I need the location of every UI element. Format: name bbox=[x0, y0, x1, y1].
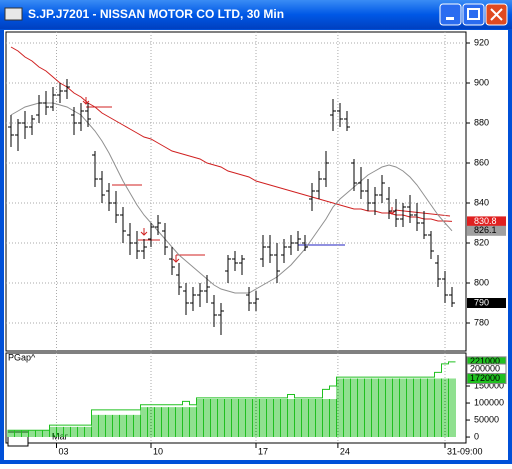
window-title: S.JP.J7201 - NISSAN MOTOR CO LTD, 30 Min bbox=[28, 7, 284, 21]
y-tick-label: 150000 bbox=[474, 380, 504, 390]
price-marker bbox=[467, 216, 506, 227]
price-marker bbox=[467, 298, 506, 308]
y-tick-label: 820 bbox=[474, 237, 489, 247]
x-tick-label: 17 bbox=[258, 446, 268, 456]
indicator-line bbox=[7, 361, 456, 431]
y-tick-label: 840 bbox=[474, 197, 489, 207]
y-tick-label: 900 bbox=[474, 77, 489, 87]
scroll-box[interactable] bbox=[7, 431, 29, 447]
y-tick-label: 100000 bbox=[474, 397, 504, 407]
y-tick-label: 800 bbox=[474, 277, 489, 287]
price-panel bbox=[5, 31, 467, 352]
y-tick-label: 50000 bbox=[474, 414, 499, 424]
price-marker-label: 790 bbox=[474, 297, 489, 307]
minimize-button[interactable] bbox=[439, 3, 462, 26]
close-icon bbox=[490, 8, 503, 21]
indicator-panel bbox=[5, 352, 467, 444]
maximize-button[interactable] bbox=[462, 3, 485, 26]
y-tick-label: 780 bbox=[474, 317, 489, 327]
y-tick-label: 0 bbox=[474, 431, 479, 441]
month-label: Mar bbox=[52, 431, 68, 441]
indicator-marker-label: 221000 bbox=[470, 356, 500, 366]
indicator-marker-label: 172000 bbox=[470, 373, 500, 383]
price-marker-label: 826.1 bbox=[474, 225, 497, 235]
indicator-marker bbox=[466, 373, 507, 385]
ma-short bbox=[10, 102, 453, 294]
window-icon bbox=[4, 7, 23, 21]
indicator-title: PGap^ bbox=[8, 352, 36, 362]
price-marker-label: 830.8 bbox=[474, 216, 497, 226]
price-marker bbox=[467, 225, 506, 236]
maximize-icon bbox=[467, 8, 480, 20]
y-tick-label: 860 bbox=[474, 157, 489, 167]
indicator-marker-label: 200000 bbox=[470, 363, 500, 373]
y-tick-label: 880 bbox=[474, 117, 489, 127]
ma-long bbox=[10, 46, 453, 222]
minimize-icon bbox=[446, 17, 454, 20]
title-bar bbox=[0, 0, 512, 29]
signal-lines bbox=[86, 106, 451, 256]
x-tick-label: 10 bbox=[153, 446, 163, 456]
x-tick-label: 03 bbox=[59, 446, 69, 456]
y-tick-label: 920 bbox=[474, 37, 489, 47]
x-tick-label: 31-09:00 bbox=[447, 446, 483, 456]
x-tick-label: 24 bbox=[340, 446, 350, 456]
